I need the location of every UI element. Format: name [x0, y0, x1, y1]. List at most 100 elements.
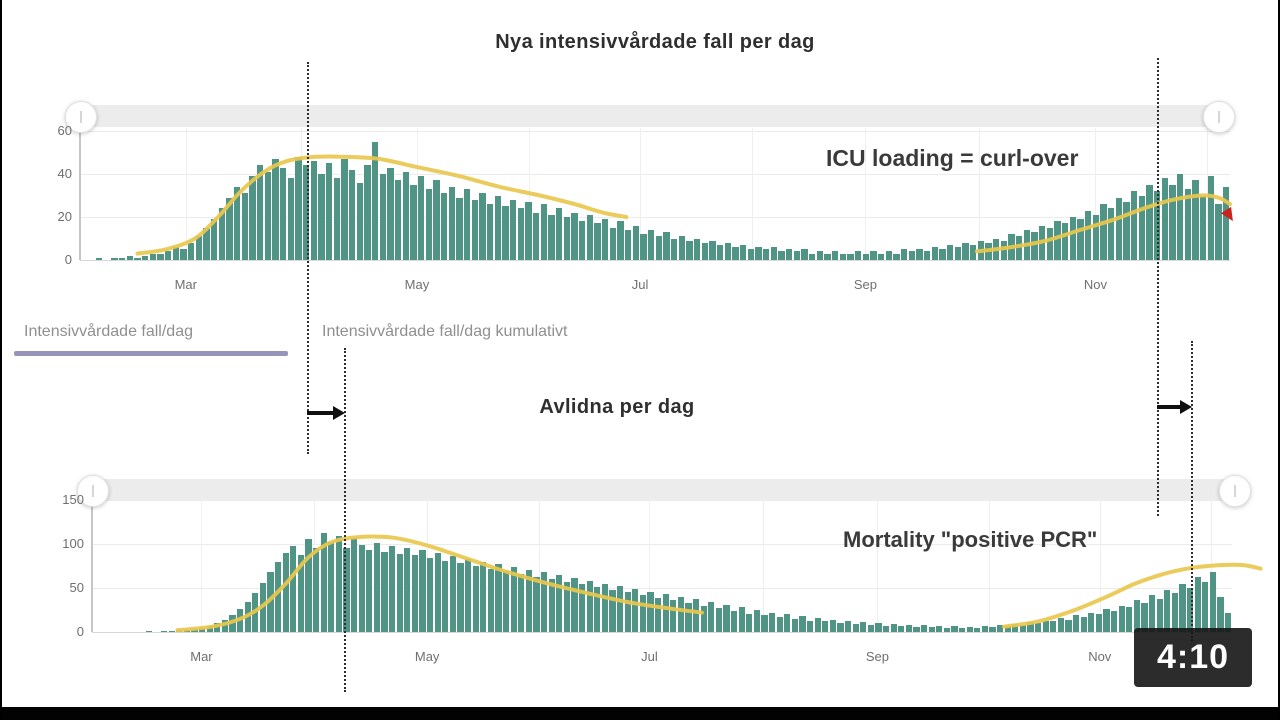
- bar: [1115, 197, 1122, 260]
- bar: [753, 610, 761, 632]
- bar: [448, 186, 455, 260]
- bar: [348, 169, 356, 260]
- bar: [509, 199, 517, 260]
- bar: [1149, 595, 1156, 632]
- bar: [951, 625, 958, 632]
- y-gridline: [80, 260, 1230, 261]
- bar: [1027, 622, 1034, 632]
- y-axis-line: [91, 491, 93, 632]
- bar: [371, 141, 379, 260]
- bar: [1019, 624, 1027, 632]
- bar: [732, 247, 739, 260]
- x-gridline: [763, 498, 765, 632]
- bar: [632, 588, 639, 632]
- tab-intensivvardade-fall-dag[interactable]: Intensivvårdade fall/dag: [24, 323, 193, 340]
- x-gridline: [1099, 498, 1101, 632]
- bar: [241, 193, 248, 260]
- bar: [715, 608, 723, 632]
- deaths-chart-title: Avlidna per dag: [539, 396, 695, 418]
- bar: [898, 625, 905, 632]
- bar: [977, 240, 984, 260]
- bar: [427, 558, 434, 632]
- bar: [677, 596, 685, 632]
- y-axis-tick-label: 0: [76, 624, 84, 639]
- bar: [624, 229, 632, 260]
- bar: [893, 253, 900, 260]
- bar: [356, 182, 363, 260]
- bar: [1209, 572, 1217, 632]
- bar: [746, 613, 753, 632]
- bar: [161, 631, 168, 632]
- bar: [1073, 615, 1080, 632]
- bar: [290, 545, 297, 632]
- bar: [791, 618, 799, 632]
- bar: [709, 240, 716, 260]
- bar: [1061, 223, 1069, 260]
- bar: [1084, 210, 1092, 260]
- bar: [1069, 217, 1076, 260]
- bar: [923, 251, 931, 260]
- bar: [456, 197, 463, 260]
- bar: [168, 631, 175, 632]
- bar: [594, 587, 601, 632]
- bar: [267, 572, 274, 632]
- bar: [662, 594, 669, 632]
- bar: [755, 247, 762, 260]
- arrow-shaft: [1157, 405, 1181, 409]
- x-axis-tick-label: Jul: [631, 277, 649, 292]
- bar: [517, 208, 524, 260]
- bar: [837, 623, 844, 632]
- x-axis-tick-label: Jul: [641, 649, 658, 664]
- icu-annotation: ICU loading = curl-over: [826, 145, 1079, 171]
- bar: [799, 616, 806, 632]
- y-axis-tick-label: 50: [69, 580, 84, 595]
- bar: [351, 537, 358, 632]
- bar: [381, 551, 388, 632]
- left-letterbox-edge: [0, 0, 2, 720]
- slider-handle-right[interactable]: [1203, 101, 1235, 133]
- bar: [305, 538, 312, 632]
- bar: [126, 255, 133, 260]
- bar: [822, 621, 829, 632]
- bar: [313, 547, 320, 632]
- bar: [1103, 609, 1110, 632]
- x-gridline: [185, 128, 187, 260]
- bar: [860, 622, 867, 632]
- bar: [419, 550, 426, 632]
- bar: [1077, 219, 1084, 260]
- slider-handle-left[interactable]: [77, 475, 109, 507]
- bar: [693, 238, 701, 260]
- bar: [601, 583, 609, 632]
- bar: [1015, 236, 1023, 260]
- bar: [199, 627, 206, 632]
- bar: [449, 556, 457, 632]
- bar: [962, 242, 969, 260]
- tab-intensivvardade-fall-dag-kumulativt[interactable]: Intensivvårdade fall/dag kumulativt: [322, 323, 568, 340]
- bar: [214, 623, 221, 632]
- bar: [244, 602, 251, 632]
- bar: [867, 624, 875, 632]
- bar: [1092, 214, 1099, 260]
- bar: [282, 552, 289, 632]
- slider-handle-left[interactable]: [65, 101, 97, 133]
- bar: [434, 552, 441, 632]
- bar: [1215, 204, 1222, 260]
- bar: [1057, 617, 1065, 632]
- bar: [1171, 593, 1179, 632]
- bottom-letterbox-bar: [0, 707, 1280, 720]
- bar: [900, 249, 908, 260]
- bar: [1130, 191, 1138, 260]
- bar: [1179, 583, 1186, 632]
- bar: [663, 232, 670, 260]
- bar: [563, 217, 570, 260]
- bar: [601, 219, 609, 260]
- bar: [1123, 201, 1130, 260]
- bar: [579, 584, 586, 632]
- bar: [1118, 605, 1125, 632]
- bar: [1004, 625, 1011, 632]
- bar: [187, 242, 195, 260]
- bar: [556, 574, 563, 632]
- bar: [540, 204, 547, 260]
- slider-handle-right[interactable]: [1219, 475, 1251, 507]
- bar: [134, 257, 141, 260]
